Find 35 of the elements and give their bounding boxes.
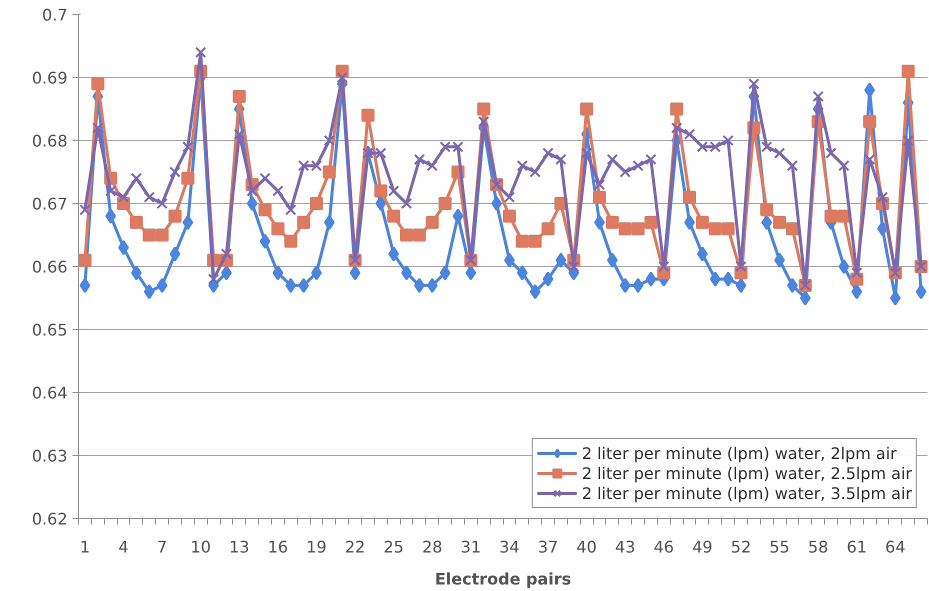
x-tick-label: 10 xyxy=(190,538,211,556)
x-tick-label: 64 xyxy=(885,538,906,556)
x-tick-label: 25 xyxy=(383,538,404,556)
y-tick-label: 0.63 xyxy=(32,446,68,466)
x-tick-label: 37 xyxy=(538,538,558,556)
y-tick-label: 0.68 xyxy=(32,132,68,150)
x-tick-label: 43 xyxy=(615,538,636,556)
x-tick-label: 52 xyxy=(730,538,752,556)
legend-label: 2 liter per minute (lpm) water, 2lpm air xyxy=(582,444,897,462)
x-axis-title: Electrode pairs xyxy=(434,570,572,588)
legend-label: 2 liter per minute (lpm) water, 3.5lpm air xyxy=(582,484,912,502)
x-tick-label: 19 xyxy=(306,538,327,556)
x-tick-label: 58 xyxy=(808,538,828,556)
x-tick-label: 40 xyxy=(576,538,597,556)
x-tick-label: 61 xyxy=(846,538,867,556)
x-tick-label: 16 xyxy=(268,538,288,556)
y-tick-label: 0.66 xyxy=(32,258,68,276)
y-tick-label: 0.65 xyxy=(32,320,68,340)
legend-label: 2 liter per minute (lpm) water, 2.5lpm air xyxy=(582,464,912,482)
y-tick-label: 0.67 xyxy=(32,194,68,214)
x-tick-label: 28 xyxy=(422,538,442,556)
x-tick-label: 31 xyxy=(460,538,482,556)
x-tick-label: 7 xyxy=(157,538,168,556)
x-tick-label: 34 xyxy=(499,538,520,556)
y-tick-label: 0.62 xyxy=(32,510,68,528)
y-tick-label: 0.69 xyxy=(32,68,68,88)
x-tick-label: 46 xyxy=(654,538,674,556)
y-tick-label: 0.7 xyxy=(42,6,68,24)
x-tick-label: 22 xyxy=(344,538,366,556)
x-tick-label: 4 xyxy=(118,538,129,556)
x-tick-label: 55 xyxy=(769,538,790,556)
x-tick-label: 13 xyxy=(229,538,250,556)
y-tick-label: 0.64 xyxy=(32,384,68,402)
x-tick-label: 1 xyxy=(80,538,90,556)
x-tick-label: 49 xyxy=(692,538,713,556)
